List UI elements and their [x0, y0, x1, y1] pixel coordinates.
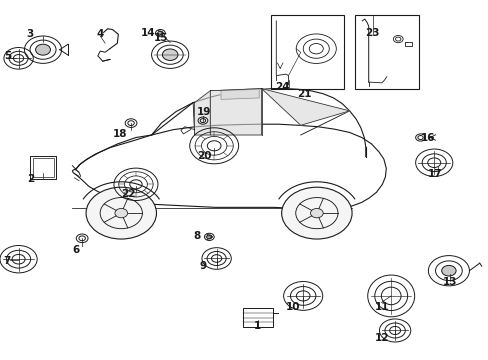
Text: 23: 23: [365, 28, 379, 38]
Text: 16: 16: [420, 132, 434, 143]
Text: 2: 2: [27, 174, 34, 184]
Text: 20: 20: [197, 150, 211, 161]
Text: 13: 13: [442, 276, 456, 287]
Bar: [271, 15, 343, 89]
Text: 4: 4: [96, 29, 104, 39]
Text: 12: 12: [374, 333, 389, 343]
Bar: [404, 42, 411, 46]
Text: 22: 22: [121, 189, 135, 199]
Text: 10: 10: [285, 302, 300, 312]
Circle shape: [441, 265, 455, 276]
Text: 7: 7: [3, 256, 11, 266]
Text: 11: 11: [374, 302, 389, 312]
Polygon shape: [261, 89, 349, 125]
Bar: [242, 308, 272, 327]
Text: 17: 17: [427, 168, 442, 179]
Text: 3: 3: [27, 29, 34, 39]
Circle shape: [86, 187, 156, 239]
Text: 14: 14: [140, 28, 155, 38]
Text: 21: 21: [296, 89, 311, 99]
Bar: [354, 15, 418, 89]
Bar: [32, 158, 53, 177]
Circle shape: [162, 49, 178, 60]
Circle shape: [115, 208, 127, 218]
Text: 19: 19: [197, 107, 211, 117]
Polygon shape: [221, 89, 259, 99]
Text: 24: 24: [275, 82, 289, 92]
Circle shape: [281, 187, 351, 239]
Text: 18: 18: [112, 129, 127, 139]
Circle shape: [36, 44, 50, 55]
Text: 9: 9: [199, 261, 206, 271]
Text: 6: 6: [72, 245, 79, 255]
Bar: [29, 156, 56, 179]
Circle shape: [310, 208, 323, 218]
Text: 15: 15: [154, 33, 168, 43]
Text: 1: 1: [254, 321, 261, 331]
Polygon shape: [210, 89, 261, 135]
Text: 5: 5: [4, 51, 11, 61]
Text: 8: 8: [193, 231, 200, 241]
Polygon shape: [194, 91, 210, 135]
